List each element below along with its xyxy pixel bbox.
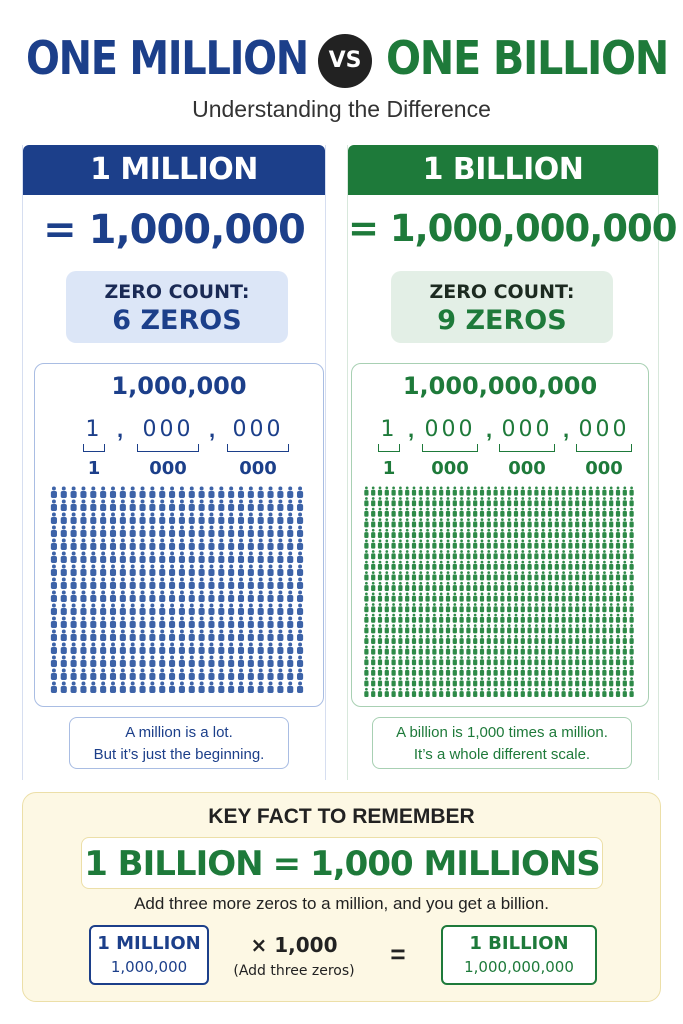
note-line: But it’s just the beginning.: [93, 746, 265, 763]
times-note: (Add three zeros): [233, 963, 355, 979]
billion-zero-count-box: ZERO COUNT: 9 ZEROS: [391, 271, 613, 343]
equation-left: 1 BILLION: [84, 844, 263, 884]
group-bracket: [227, 444, 289, 452]
digit-group: 1 1: [81, 416, 107, 479]
group-digits: 000: [142, 417, 194, 442]
zero-count-value: 6 ZEROS: [112, 305, 242, 336]
key-fact-title: KEY FACT TO REMEMBER: [208, 805, 475, 828]
million-zero-count-box: ZERO COUNT: 6 ZEROS: [66, 271, 288, 343]
digit-group: 000 000: [420, 416, 480, 479]
group-bracket: [137, 444, 199, 452]
note-line: A million is a lot.: [125, 724, 233, 741]
key-fact-billion-box: 1 BILLION 1,000,000,000: [441, 925, 597, 985]
group-comma: ,: [408, 417, 415, 442]
person-icons: [50, 486, 304, 693]
zero-count-value: 9 ZEROS: [437, 305, 567, 336]
equation-sign: =: [272, 844, 301, 884]
billion-number: 1,000,000,000: [402, 372, 598, 400]
group-label: 000: [508, 458, 546, 479]
group-label: 1: [87, 458, 101, 479]
zero-count-label: ZERO COUNT:: [104, 281, 250, 303]
billion-column: 1 BILLION = 1,000,000,000 ZERO COUNT: 9 …: [347, 145, 678, 780]
key-fact-million-box: 1 MILLION 1,000,000: [89, 925, 209, 985]
group-bracket: [576, 444, 632, 452]
title-million: ONE MILLION: [26, 31, 309, 85]
key-fact-equals: =: [390, 939, 406, 969]
billion-note: A billion is 1,000 times a million. It’s…: [372, 717, 632, 769]
digit-group: 000 000: [135, 416, 201, 479]
times-label: × 1,000: [250, 933, 338, 957]
group-label: 000: [149, 458, 187, 479]
million-equals-value: = 1,000,000: [43, 207, 306, 253]
group-digits: 000: [232, 417, 284, 442]
million-people-grid-icon: [50, 486, 304, 693]
billion-people-grid-icon: [364, 486, 634, 697]
million-box-value: 1,000,000: [110, 958, 188, 976]
equation-right: 1,000 MILLIONS: [310, 844, 601, 884]
times-thousand: × 1,000 (Add three zeros): [219, 933, 369, 979]
note-line: It’s a whole different scale.: [413, 746, 591, 763]
zero-count-label: ZERO COUNT:: [429, 281, 575, 303]
million-visualization: 1,000,000 1 1 , 000 000 , 000 000: [34, 363, 324, 707]
note-line: A billion is 1,000 times a million.: [396, 724, 608, 741]
key-fact-equation: 1 BILLION = 1,000 MILLIONS: [81, 837, 603, 889]
vs-badge: VS: [318, 34, 372, 88]
header: ONE MILLION VS ONE BILLION: [0, 20, 683, 100]
billion-heading: 1 BILLION: [348, 145, 658, 195]
key-fact-text: Add three more zeros to a million, and y…: [134, 894, 549, 913]
group-comma: ,: [563, 417, 570, 442]
title-billion: ONE BILLION: [386, 31, 669, 85]
person-icons: [364, 486, 634, 697]
digit-group: 000 000: [225, 416, 291, 479]
group-comma: ,: [209, 417, 216, 442]
million-number: 1,000,000: [111, 372, 247, 400]
billion-box-label: 1 BILLION: [469, 933, 569, 954]
digit-group: 000 000: [574, 416, 634, 479]
group-label: 000: [239, 458, 277, 479]
billion-digit-groups: 1 1 , 000 000 , 000 000 , 000 000: [352, 416, 648, 479]
million-box-label: 1 MILLION: [97, 933, 201, 954]
group-digits: 1: [380, 417, 398, 442]
group-bracket: [378, 444, 400, 452]
billion-box-value: 1,000,000,000: [464, 958, 574, 976]
group-digits: 000: [424, 417, 476, 442]
group-digits: 000: [501, 417, 553, 442]
million-heading: 1 MILLION: [23, 145, 325, 195]
digit-group: 1 1: [376, 416, 402, 479]
digit-group: 000 000: [497, 416, 557, 479]
group-bracket: [422, 444, 478, 452]
group-label: 1: [382, 458, 396, 479]
group-label: 000: [585, 458, 623, 479]
billion-visualization: 1,000,000,000 1 1 , 000 000 , 000 000 , …: [351, 363, 649, 707]
group-digits: 000: [578, 417, 630, 442]
subtitle: Understanding the Difference: [192, 96, 491, 122]
million-digit-groups: 1 1 , 000 000 , 000 000: [35, 416, 323, 479]
group-comma: ,: [486, 417, 493, 442]
million-column: 1 MILLION = 1,000,000 ZERO COUNT: 6 ZERO…: [22, 145, 326, 780]
group-bracket: [83, 444, 105, 452]
billion-equals-value: = 1,000,000,000: [348, 207, 678, 250]
million-note: A million is a lot. But it’s just the be…: [69, 717, 289, 769]
group-comma: ,: [117, 417, 124, 442]
group-digits: 1: [85, 417, 103, 442]
group-bracket: [499, 444, 555, 452]
key-fact-panel: KEY FACT TO REMEMBER 1 BILLION = 1,000 MIL…: [22, 792, 661, 1002]
group-label: 000: [431, 458, 469, 479]
